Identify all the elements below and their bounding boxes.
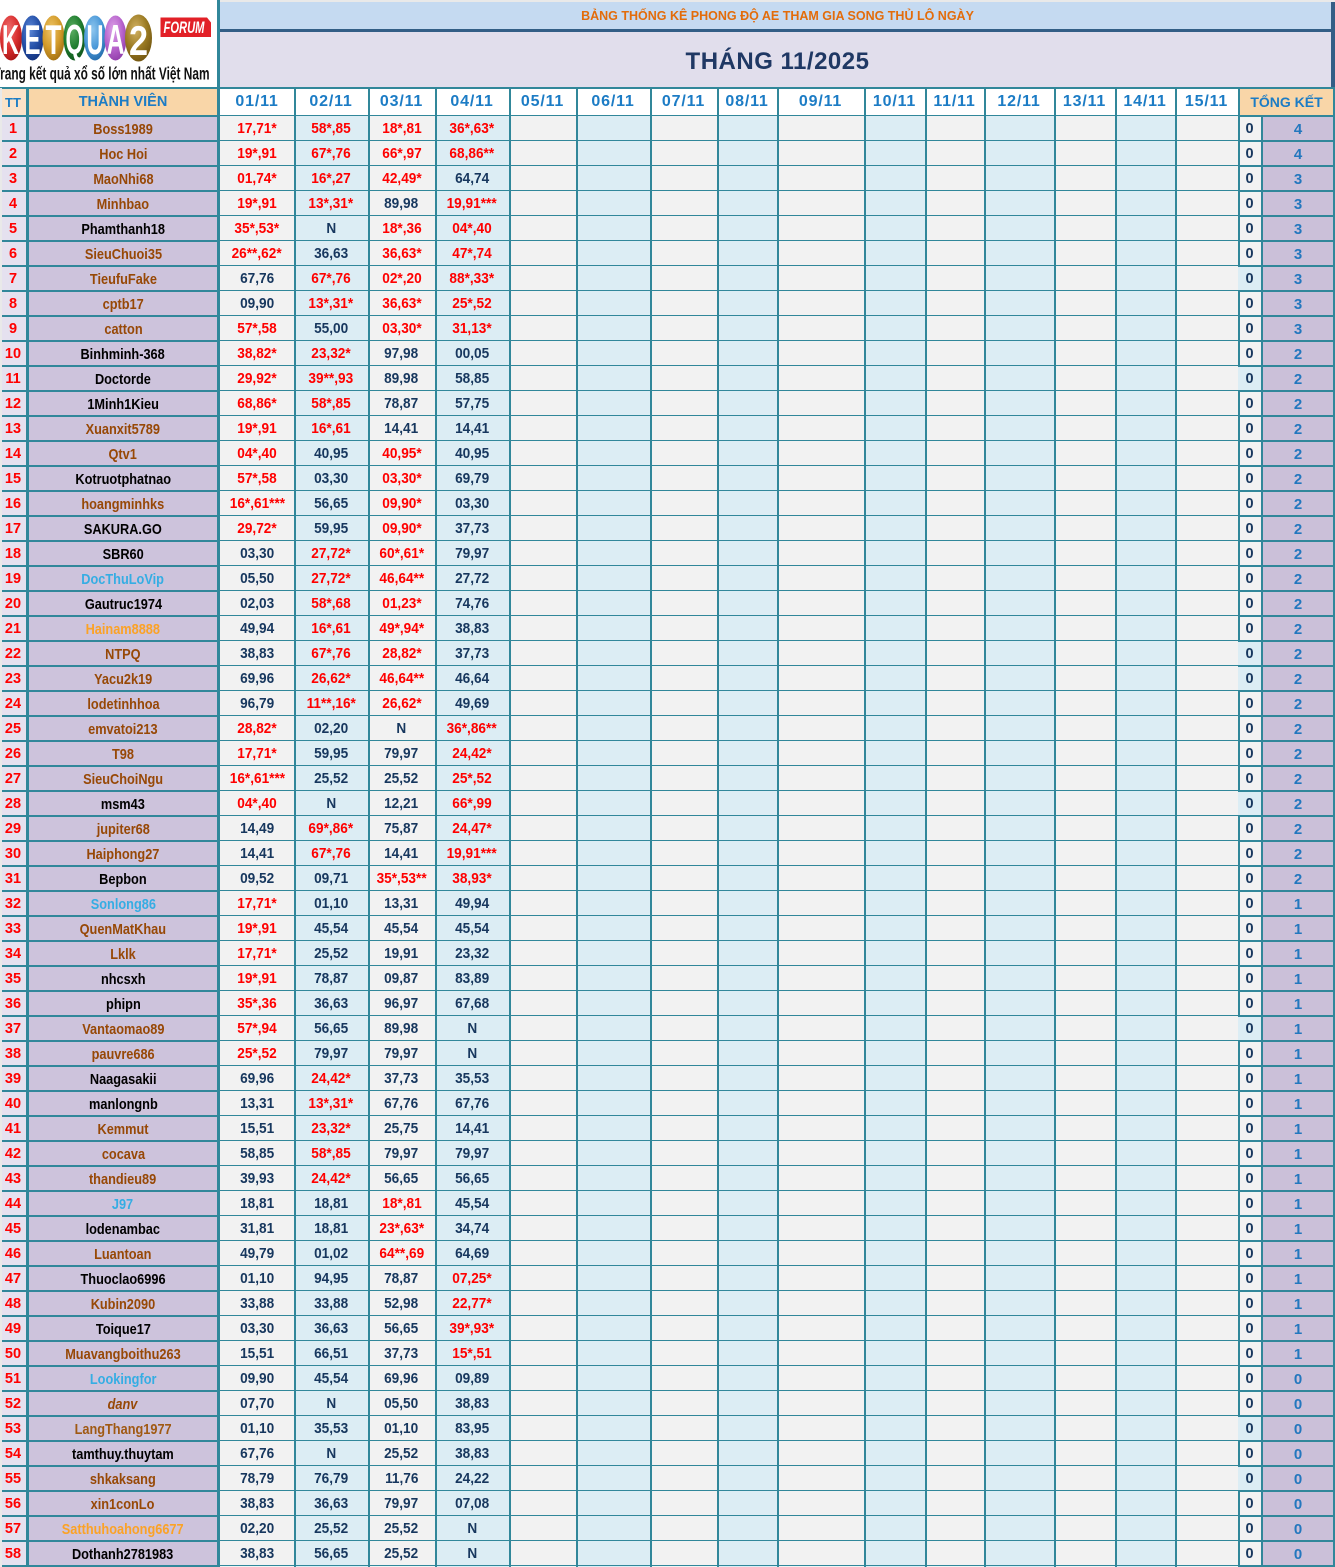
- svg-text:K: K: [2, 16, 19, 63]
- svg-text:2: 2: [129, 17, 148, 64]
- svg-text:Trang kết quả xổ số lớn nhất V: Trang kết quả xổ số lớn nhất Việt Nam: [0, 64, 210, 84]
- svg-text:T: T: [46, 16, 62, 63]
- svg-text:Q: Q: [66, 16, 84, 63]
- svg-text:A: A: [107, 16, 125, 63]
- svg-text:U: U: [87, 16, 104, 63]
- svg-text:FORUM: FORUM: [164, 19, 206, 37]
- svg-text:E: E: [25, 16, 41, 63]
